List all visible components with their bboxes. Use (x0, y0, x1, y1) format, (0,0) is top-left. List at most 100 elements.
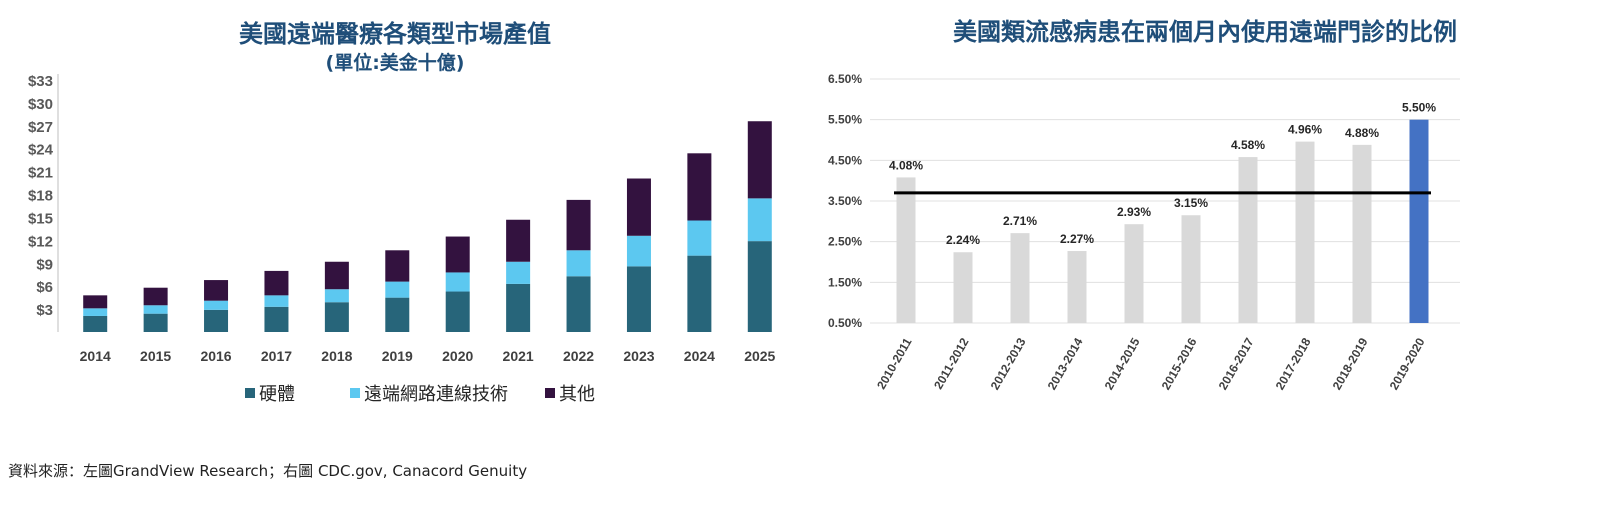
y-tick-label: $12 (28, 233, 53, 250)
bar-segment (143, 287, 168, 306)
bar-segment (385, 250, 410, 282)
data-label: 2.71% (1003, 214, 1037, 228)
x-tick-label: 2014 (80, 348, 111, 364)
bar-segment (385, 297, 410, 332)
y-tick-label: 1.50% (828, 275, 862, 289)
bar-segment (506, 261, 531, 284)
legend-label: 遠端網路連線技術 (364, 384, 508, 405)
bar-segment (747, 198, 772, 242)
x-tick-label: 2014-2015 (1102, 335, 1143, 392)
bar-segment (566, 276, 591, 332)
x-tick-label: 2019 (382, 348, 413, 364)
source-note: 資料來源：左圖GrandView Research；右圖 CDC.gov, Ca… (8, 462, 528, 480)
bar-segment (143, 313, 168, 332)
bar-segment (83, 315, 108, 332)
x-tick-label: 2015 (140, 348, 171, 364)
y-tick-label: $9 (36, 256, 53, 273)
bar-segment (687, 220, 712, 256)
bar (896, 177, 916, 323)
bar-segment (747, 121, 772, 199)
bar-segment (385, 281, 410, 298)
bar-segment (566, 199, 591, 251)
data-label: 4.58% (1231, 138, 1265, 152)
x-tick-label: 2010-2011 (874, 335, 915, 391)
bar-segment (204, 309, 229, 332)
y-tick-label: $27 (28, 119, 53, 136)
data-label: 3.15% (1174, 196, 1208, 210)
x-tick-label: 2018 (321, 348, 352, 364)
bar-segment (83, 295, 108, 309)
bar-segment (264, 270, 289, 296)
bar-segment (204, 300, 229, 310)
bar-segment (143, 305, 168, 314)
left-chart-title: 美國遠端醫療各類型市場產值 (239, 20, 551, 48)
x-tick-label: 2023 (623, 348, 654, 364)
bar (1238, 157, 1258, 323)
x-tick-label: 2015-2016 (1159, 335, 1200, 392)
x-tick-label: 2013-2014 (1045, 335, 1086, 392)
y-tick-label: 5.50% (828, 113, 862, 127)
legend-label: 其他 (559, 384, 595, 405)
y-tick-label: $30 (28, 96, 53, 113)
data-label: 2.93% (1117, 205, 1151, 219)
x-tick-label: 2011-2012 (931, 335, 972, 391)
y-tick-label: $3 (36, 302, 53, 319)
left-stacked-bar-chart: $3 $6 $9 $12 $15 $18 $21 $24 $27 $30 $33 2014 2015 20… (28, 73, 776, 405)
x-tick-label: 2018-2019 (1330, 335, 1371, 392)
x-tick-label: 2022 (563, 348, 594, 364)
bar-segment (626, 266, 651, 332)
bar (1295, 141, 1315, 323)
bar-segment (506, 219, 531, 262)
bar (953, 252, 973, 323)
bar (1010, 233, 1030, 323)
y-tick-label: 2.50% (828, 235, 862, 249)
y-tick-label: 3.50% (828, 194, 862, 208)
data-label: 2.27% (1060, 232, 1094, 246)
left-chart-subtitle: (單位:美金十億) (325, 52, 465, 74)
bar-segment (324, 261, 349, 290)
y-tick-label: 0.50% (828, 316, 862, 330)
bar-segment (506, 283, 531, 332)
bar-segment (626, 235, 651, 267)
bar-segment (324, 302, 349, 332)
y-tick-label: $18 (28, 188, 53, 205)
x-tick-label: 2020 (442, 348, 473, 364)
legend-swatch (350, 388, 360, 398)
bar-segment (445, 272, 470, 292)
bar-segment (687, 255, 712, 332)
x-tick-label: 2025 (744, 348, 775, 364)
bar (1352, 144, 1372, 323)
bar (1181, 215, 1201, 323)
x-tick-label: 2021 (503, 348, 534, 364)
bar-segment (204, 280, 229, 301)
x-tick-label: 2017-2018 (1273, 335, 1314, 392)
y-tick-label: $21 (28, 165, 53, 182)
data-label: 4.08% (889, 158, 923, 172)
bar-segment (324, 289, 349, 303)
x-tick-label: 2016-2017 (1216, 335, 1257, 392)
bar-segment (83, 308, 108, 316)
bar-segment (445, 291, 470, 332)
y-tick-label: $33 (28, 73, 53, 90)
legend-swatch (245, 388, 255, 398)
bar-segment (687, 153, 712, 221)
legend-swatch (545, 388, 555, 398)
y-tick-label: $6 (36, 279, 53, 296)
data-label: 4.88% (1345, 126, 1379, 140)
data-label: 4.96% (1288, 123, 1322, 137)
y-tick-label: $15 (28, 210, 53, 227)
x-tick-label: 2017 (261, 348, 292, 364)
data-label: 5.50% (1402, 101, 1436, 115)
legend-label: 硬體 (259, 384, 295, 405)
bar-segment (264, 306, 289, 332)
bar (1409, 119, 1429, 323)
x-tick-label: 2019-2020 (1387, 335, 1428, 392)
right-chart-title: 美國類流感病患在兩個月內使用遠端門診的比例 (953, 18, 1457, 46)
y-tick-label: 6.50% (828, 72, 862, 86)
bar-segment (626, 178, 651, 236)
x-tick-label: 2016 (200, 348, 231, 364)
bar (1067, 251, 1087, 323)
x-tick-label: 2012-2013 (988, 335, 1029, 392)
y-tick-label: $24 (28, 142, 54, 159)
x-tick-label: 2024 (684, 348, 715, 364)
